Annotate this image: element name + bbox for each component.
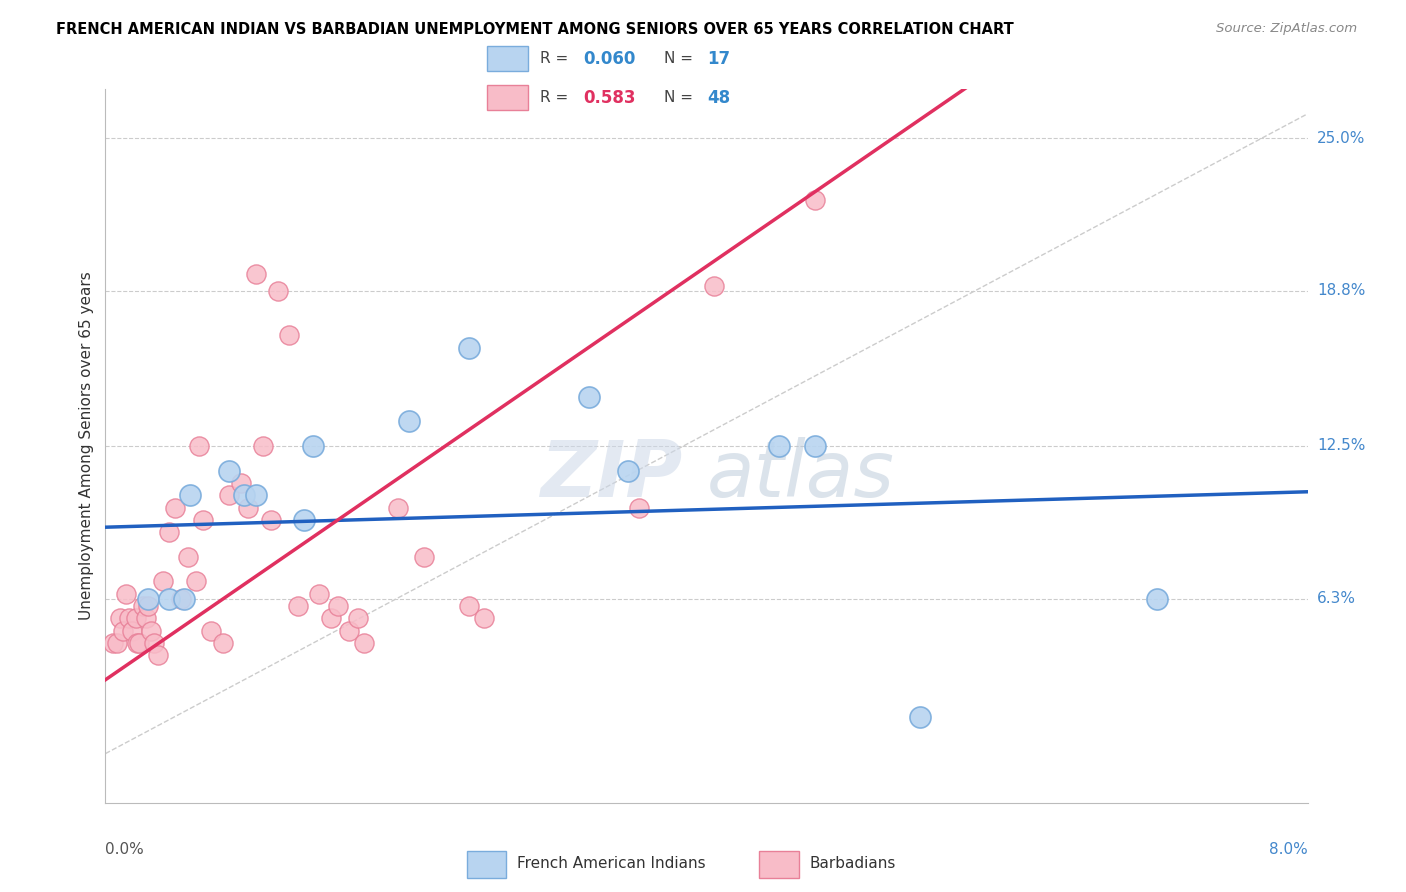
Point [387,500,409,515]
Point [353,636,375,650]
Text: N =: N = [664,90,697,105]
Point [152,574,174,589]
Point [337,624,360,638]
Point [128,636,150,650]
Point [287,599,309,613]
Text: R =: R = [540,90,574,105]
Point [132,599,155,613]
Point [232,488,254,502]
Bar [488,85,527,111]
Point [200,624,222,638]
Point [163,500,186,515]
Text: atlas: atlas [707,436,894,513]
Point [136,599,159,613]
Point [191,513,214,527]
Point [245,488,267,502]
Point [703,279,725,293]
Text: 17: 17 [707,50,730,68]
Point [245,267,267,281]
Text: N =: N = [664,51,697,66]
Point [768,439,790,453]
Text: 48: 48 [707,88,730,106]
Bar [467,851,506,878]
Point [229,475,252,490]
Point [177,549,200,564]
Bar [488,45,527,71]
Point [277,328,299,343]
Point [292,513,315,527]
Point [184,574,207,589]
Point [146,648,169,662]
Text: 18.8%: 18.8% [1317,284,1365,299]
Point [413,549,436,564]
Point [211,636,233,650]
Point [458,341,481,355]
Text: Barbadians: Barbadians [810,855,896,871]
Point [347,611,370,625]
Point [218,488,240,502]
Text: Source: ZipAtlas.com: Source: ZipAtlas.com [1216,22,1357,36]
Point [142,636,165,650]
Text: 0.060: 0.060 [583,50,636,68]
Point [218,464,240,478]
Text: 6.3%: 6.3% [1317,591,1357,606]
Point [578,390,600,404]
Point [267,284,290,298]
Point [173,591,195,606]
Point [179,488,201,502]
Point [398,414,420,428]
Bar [759,851,799,878]
Point [139,624,162,638]
Text: 25.0%: 25.0% [1317,131,1365,146]
Text: 12.5%: 12.5% [1317,439,1365,453]
Text: French American Indians: French American Indians [517,855,706,871]
Point [238,500,260,515]
Point [260,513,283,527]
Point [803,439,825,453]
Text: ZIP: ZIP [540,436,682,513]
Point [187,439,209,453]
Y-axis label: Unemployment Among Seniors over 65 years: Unemployment Among Seniors over 65 years [79,272,94,620]
Point [472,611,495,625]
Text: R =: R = [540,51,574,66]
Point [121,624,143,638]
Point [115,587,138,601]
Point [124,611,146,625]
Point [1146,591,1168,606]
Text: 0.583: 0.583 [583,88,636,106]
Point [136,591,159,606]
Point [319,611,342,625]
Point [107,636,129,650]
Point [458,599,481,613]
Point [908,709,931,723]
Point [803,193,825,207]
Point [118,611,141,625]
Point [157,525,180,540]
Point [627,500,650,515]
Point [617,464,640,478]
Point [101,636,124,650]
Point [112,624,135,638]
Point [125,636,148,650]
Point [169,591,191,606]
Point [157,591,180,606]
Text: 0.0%: 0.0% [105,842,145,857]
Text: 8.0%: 8.0% [1268,842,1308,857]
Point [308,587,330,601]
Point [328,599,350,613]
Point [301,439,323,453]
Point [252,439,274,453]
Text: FRENCH AMERICAN INDIAN VS BARBADIAN UNEMPLOYMENT AMONG SENIORS OVER 65 YEARS COR: FRENCH AMERICAN INDIAN VS BARBADIAN UNEM… [56,22,1014,37]
Point [135,611,157,625]
Point [110,611,132,625]
